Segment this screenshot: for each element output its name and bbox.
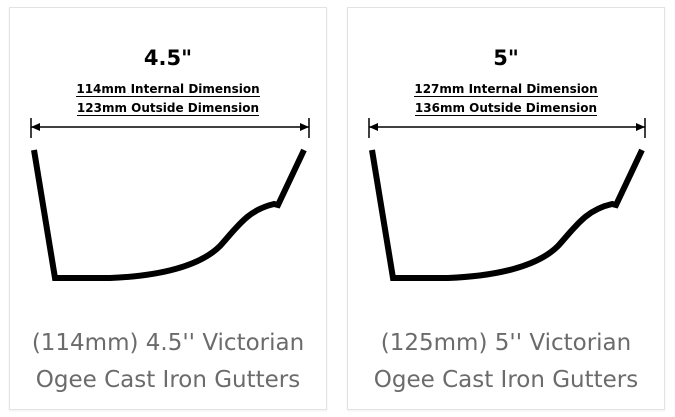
product-title[interactable]: (114mm) 4.5'' Victorian Ogee Cast Iron G… [10, 325, 326, 399]
dimension-arrow [30, 118, 310, 138]
gutter-profile-diagram [30, 118, 310, 281]
product-title-line-2: Ogee Cast Iron Gutters [35, 367, 301, 393]
product-title-line-1: (125mm) 5'' Victorian [380, 330, 632, 356]
dimension-arrow [368, 118, 646, 138]
internal-dimension-text: 114mm Internal Dimension [76, 82, 260, 97]
product-card-4-5-inch[interactable]: 4.5" 114mm Internal Dimension 123mm Outs… [9, 7, 327, 410]
gutter-size-label: 4.5" [143, 46, 193, 70]
outside-dimension-text: 136mm Outside Dimension [414, 101, 598, 116]
gutter-profile-diagram [368, 118, 646, 281]
outside-dimension-text: 123mm Outside Dimension [76, 101, 260, 116]
gutter-profile-shape [369, 148, 645, 281]
internal-dimension-text: 127mm Internal Dimension [414, 82, 598, 97]
product-title-line-2: Ogee Cast Iron Gutters [373, 367, 639, 393]
product-card-5-inch[interactable]: 5" 127mm Internal Dimension 136mm Outsid… [347, 7, 665, 410]
product-title-line-1: (114mm) 4.5'' Victorian [31, 330, 305, 356]
gutter-size-label: 5" [493, 46, 519, 70]
product-title[interactable]: (125mm) 5'' Victorian Ogee Cast Iron Gut… [348, 325, 664, 399]
gutter-profile-shape [31, 148, 307, 281]
